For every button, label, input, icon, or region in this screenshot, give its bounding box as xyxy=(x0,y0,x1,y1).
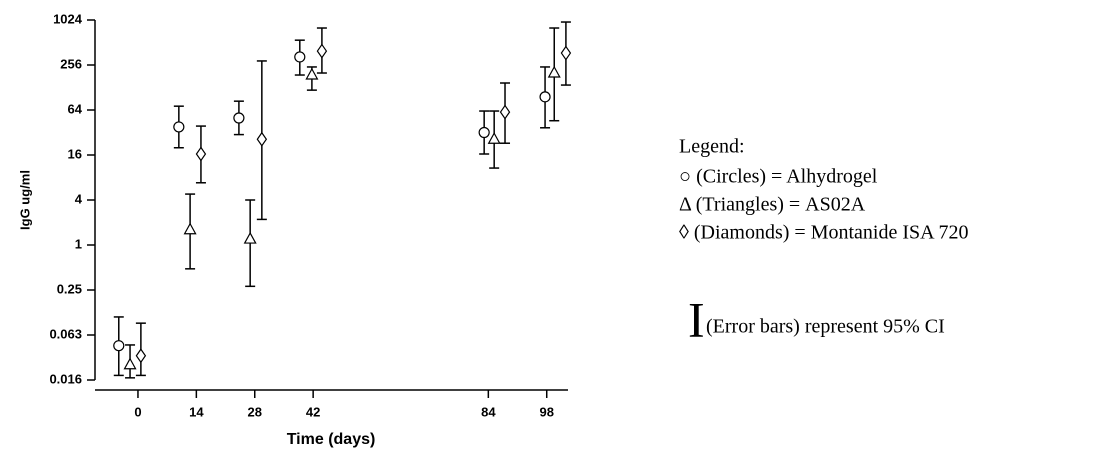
y-axis-label: IgG ug/ml xyxy=(17,170,32,230)
point xyxy=(135,348,147,364)
y-tick-label: 256 xyxy=(60,56,82,71)
legend-title: Legend: xyxy=(679,136,745,158)
point xyxy=(113,340,125,352)
point xyxy=(123,357,137,370)
point xyxy=(547,65,561,78)
point xyxy=(316,43,328,59)
error-note-symbol: I xyxy=(688,291,705,347)
point xyxy=(195,146,207,162)
y-tick-label: 16 xyxy=(68,146,82,161)
point xyxy=(173,121,185,133)
point xyxy=(560,45,572,61)
point xyxy=(539,91,551,103)
x-tick-label: 28 xyxy=(248,404,262,419)
point xyxy=(478,126,490,139)
x-axis-label: Time (days) xyxy=(287,431,376,448)
x-tick-label: 42 xyxy=(306,404,320,419)
point xyxy=(243,231,257,244)
point xyxy=(499,104,511,120)
x-tick-label: 0 xyxy=(134,404,141,419)
legend-entry: Δ (Triangles) = AS02A xyxy=(679,194,866,216)
y-tick-label: 0.016 xyxy=(49,371,82,386)
point xyxy=(183,222,197,235)
legend-entry: ○ (Circles) = Alhydrogel xyxy=(679,166,878,188)
x-tick-label: 84 xyxy=(481,404,496,419)
y-tick-label: 0.063 xyxy=(49,326,82,341)
error-note: (Error bars) represent 95% CI xyxy=(706,316,945,338)
point xyxy=(487,131,501,144)
legend-entry: ◊ (Diamonds) = Montanide ISA 720 xyxy=(679,222,968,244)
x-tick-label: 98 xyxy=(539,404,553,419)
point xyxy=(305,67,319,80)
y-tick-label: 1 xyxy=(75,236,82,251)
x-tick-label: 14 xyxy=(189,404,204,419)
point xyxy=(294,51,306,63)
y-tick-label: 64 xyxy=(68,101,83,116)
point xyxy=(256,131,268,147)
point xyxy=(233,112,245,124)
y-tick-label: 0.25 xyxy=(57,281,82,296)
y-tick-label: 1024 xyxy=(53,11,83,26)
y-tick-label: 4 xyxy=(75,191,83,206)
